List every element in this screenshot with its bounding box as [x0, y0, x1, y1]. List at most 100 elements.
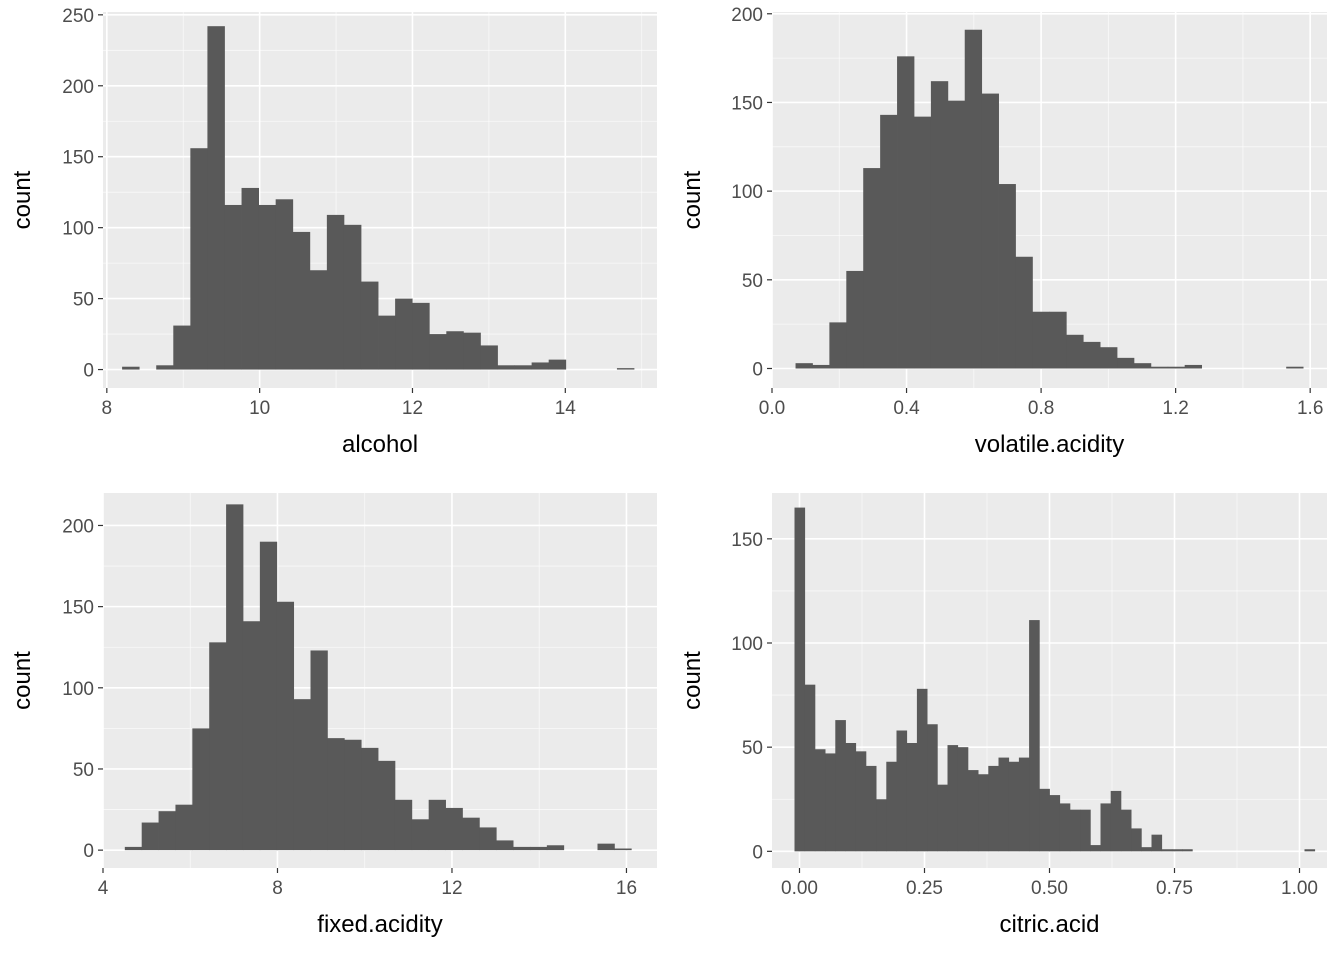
histogram-bar	[192, 728, 210, 851]
histogram-bar	[463, 332, 481, 370]
y-tick-label: 250	[62, 6, 94, 27]
histogram-bar	[496, 840, 514, 851]
histogram-bar	[395, 298, 413, 370]
y-tick-label: 100	[731, 182, 763, 203]
histogram-bar	[310, 650, 328, 851]
x-axis-title: citric.acid	[999, 911, 1099, 938]
histogram-bar	[964, 29, 983, 369]
histogram-bar	[1039, 788, 1050, 852]
x-axis-title: fixed.acidity	[317, 911, 442, 938]
x-tick-label: 0.50	[1031, 878, 1068, 899]
histogram-bar	[429, 334, 447, 370]
y-tick-label: 50	[73, 290, 94, 311]
y-tick-label: 0	[752, 359, 763, 380]
chart-panel-3: 4 8 12 16 0 50 100 150 200 fixed.acidity count	[9, 493, 657, 938]
histogram-bar	[865, 765, 877, 852]
x-tick-label: 8	[102, 398, 113, 419]
y-tick-label: 200	[62, 516, 94, 537]
histogram-bar	[1029, 620, 1040, 852]
histogram-bar	[293, 699, 311, 851]
histogram-bar	[1049, 795, 1061, 852]
histogram-bar	[930, 81, 949, 369]
histogram-bar	[1080, 809, 1091, 852]
y-tick-label: 100	[62, 219, 94, 240]
histogram-bar	[207, 26, 225, 370]
histogram-bar	[1161, 849, 1173, 852]
histogram-bar	[981, 93, 999, 369]
y-tick-label: 50	[742, 271, 763, 292]
histogram-bar	[327, 738, 345, 851]
histogram-bar	[411, 819, 430, 851]
histogram-bar	[224, 204, 242, 370]
histogram-bar	[957, 747, 969, 852]
x-tick-label: 16	[616, 878, 637, 899]
x-tick-label: 0.8	[1028, 398, 1054, 419]
histogram-bar	[514, 365, 533, 370]
histogram-bar	[846, 270, 864, 369]
histogram-bar	[1059, 803, 1071, 852]
y-tick-label: 150	[731, 93, 763, 114]
histogram-bar	[886, 761, 897, 852]
histogram-bar	[967, 770, 979, 852]
histogram-bar	[326, 214, 345, 370]
histogram-bar	[156, 365, 174, 370]
histogram-bar	[361, 747, 379, 851]
histogram-bar	[445, 807, 463, 851]
histogram-bar	[825, 753, 836, 852]
histogram-bar	[795, 363, 813, 369]
histogram-bar	[1069, 809, 1081, 852]
histogram-bar	[937, 784, 948, 852]
histogram-bar	[1008, 761, 1020, 852]
x-tick-label: 1.6	[1297, 398, 1323, 419]
histogram-bar	[1049, 311, 1067, 369]
histogram-bar	[275, 199, 294, 370]
histogram-bar	[258, 204, 277, 370]
histogram-bar	[597, 843, 615, 851]
histogram-bar	[1131, 828, 1142, 852]
x-tick-label: 8	[272, 878, 283, 899]
histogram-bar	[412, 302, 430, 370]
histogram-bar	[1100, 347, 1118, 369]
histogram-bar	[876, 799, 887, 852]
histogram-bar	[829, 322, 847, 369]
histogram-bar	[1182, 849, 1193, 852]
histogram-bar	[1090, 845, 1101, 852]
y-tick-label: 200	[62, 77, 94, 98]
histogram-bar	[1141, 847, 1152, 852]
histogram-bar	[863, 168, 881, 369]
y-tick-label: 150	[62, 148, 94, 169]
histogram-bar	[158, 811, 176, 851]
histogram-bar	[880, 114, 898, 369]
x-axis-title: volatile.acidity	[975, 431, 1124, 458]
y-tick-label: 50	[742, 738, 763, 759]
histogram-bar	[446, 331, 464, 370]
x-tick-label: 14	[555, 398, 577, 419]
histogram-bar	[812, 364, 830, 369]
histogram-bar	[394, 799, 413, 851]
histogram-bar	[173, 325, 191, 370]
histogram-bar	[1171, 849, 1183, 852]
histogram-bar	[378, 760, 396, 851]
histogram-bar	[835, 720, 846, 852]
histogram-bar	[947, 745, 959, 852]
histogram-bar	[1117, 357, 1135, 369]
histogram-bar	[276, 601, 295, 851]
histogram-bar	[546, 845, 565, 851]
histogram-bar	[360, 281, 379, 370]
y-tick-label: 0	[752, 842, 763, 863]
y-axis-title: count	[9, 651, 36, 710]
x-tick-label: 12	[402, 398, 423, 419]
x-tick-label: 1.00	[1281, 878, 1318, 899]
x-axis-title: alcohol	[342, 431, 418, 458]
histogram-bar	[124, 846, 143, 851]
histogram-bar	[226, 504, 244, 851]
histogram-bar	[1100, 803, 1112, 852]
x-tick-label: 0.00	[781, 878, 818, 899]
x-tick-label: 0.75	[1156, 878, 1193, 899]
histogram-bar	[988, 765, 999, 852]
histogram-bar	[1286, 366, 1304, 369]
histogram-bar	[480, 345, 498, 370]
histogram-bar	[897, 56, 915, 369]
histogram-bar	[462, 817, 480, 851]
